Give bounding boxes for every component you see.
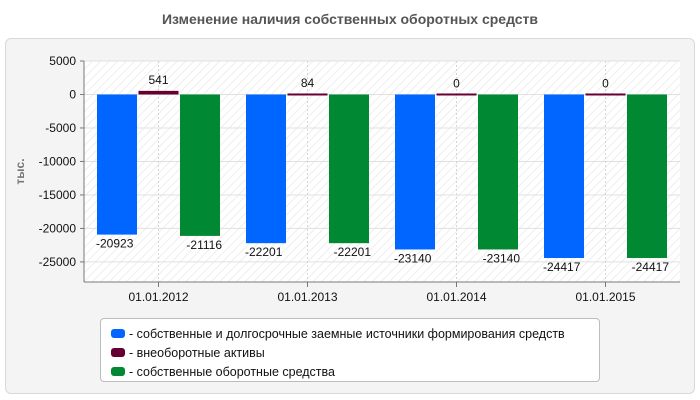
legend-swatch-noncurrent-assets: [111, 348, 125, 357]
bar-0-2: [395, 94, 435, 250]
legend-item-sources: - собственные и долгосрочные заемные ист…: [111, 324, 599, 343]
data-label: 541: [148, 73, 168, 87]
y-tick-label: 0: [69, 87, 76, 101]
data-label: -22201: [245, 245, 283, 259]
data-label: 84: [301, 76, 315, 90]
y-tick-label: -15000: [39, 188, 77, 202]
chart-title: Изменение наличия собственных оборотных …: [161, 11, 539, 27]
bar-1-2: [436, 93, 477, 96]
bar-0-1: [246, 94, 286, 244]
x-tick-label: 01.01.2012: [128, 290, 188, 304]
data-label: -23140: [483, 251, 521, 265]
legend-item-working-capital: - собственные оборотные средства: [111, 362, 599, 381]
data-label: -24417: [632, 260, 670, 274]
chart-legend: - собственные и долгосрочные заемные ист…: [100, 318, 600, 382]
bar-1-0: [138, 90, 179, 95]
y-tick-label: -5000: [45, 121, 76, 135]
bar-2-3: [627, 94, 667, 259]
legend-label-sources: - собственные и долгосрочные заемные ист…: [129, 326, 565, 341]
data-label: -23140: [394, 251, 432, 265]
data-label: -22201: [334, 245, 372, 259]
data-label: -20923: [96, 237, 134, 251]
bar-2-2: [478, 94, 518, 250]
data-label: -24417: [543, 260, 581, 274]
bar-2-0: [180, 94, 220, 236]
y-tick-label: -10000: [39, 154, 77, 168]
x-tick-label: 01.01.2015: [575, 290, 635, 304]
y-tick-label: 5000: [49, 54, 76, 68]
data-label: 0: [453, 76, 460, 90]
legend-swatch-sources: [111, 329, 125, 338]
bar-0-3: [544, 94, 584, 259]
bar-2-1: [329, 94, 369, 244]
legend-label-noncurrent-assets: - внеоборотные активы: [129, 345, 265, 360]
legend-swatch-working-capital: [111, 367, 125, 376]
bar-0-0: [97, 94, 137, 235]
x-tick-label: 01.01.2014: [426, 290, 486, 304]
y-axis-label: тыс.: [13, 158, 27, 184]
bar-1-1: [287, 93, 328, 96]
y-tick-label: -20000: [39, 221, 77, 235]
data-label: -21116: [186, 238, 222, 252]
y-tick-label: -25000: [39, 255, 77, 269]
x-tick-label: 01.01.2013: [277, 290, 337, 304]
bar-1-3: [585, 93, 626, 96]
legend-label-working-capital: - собственные оборотные средства: [129, 364, 335, 379]
legend-item-noncurrent-assets: - внеоборотные активы: [111, 343, 599, 362]
data-label: 0: [602, 76, 609, 90]
